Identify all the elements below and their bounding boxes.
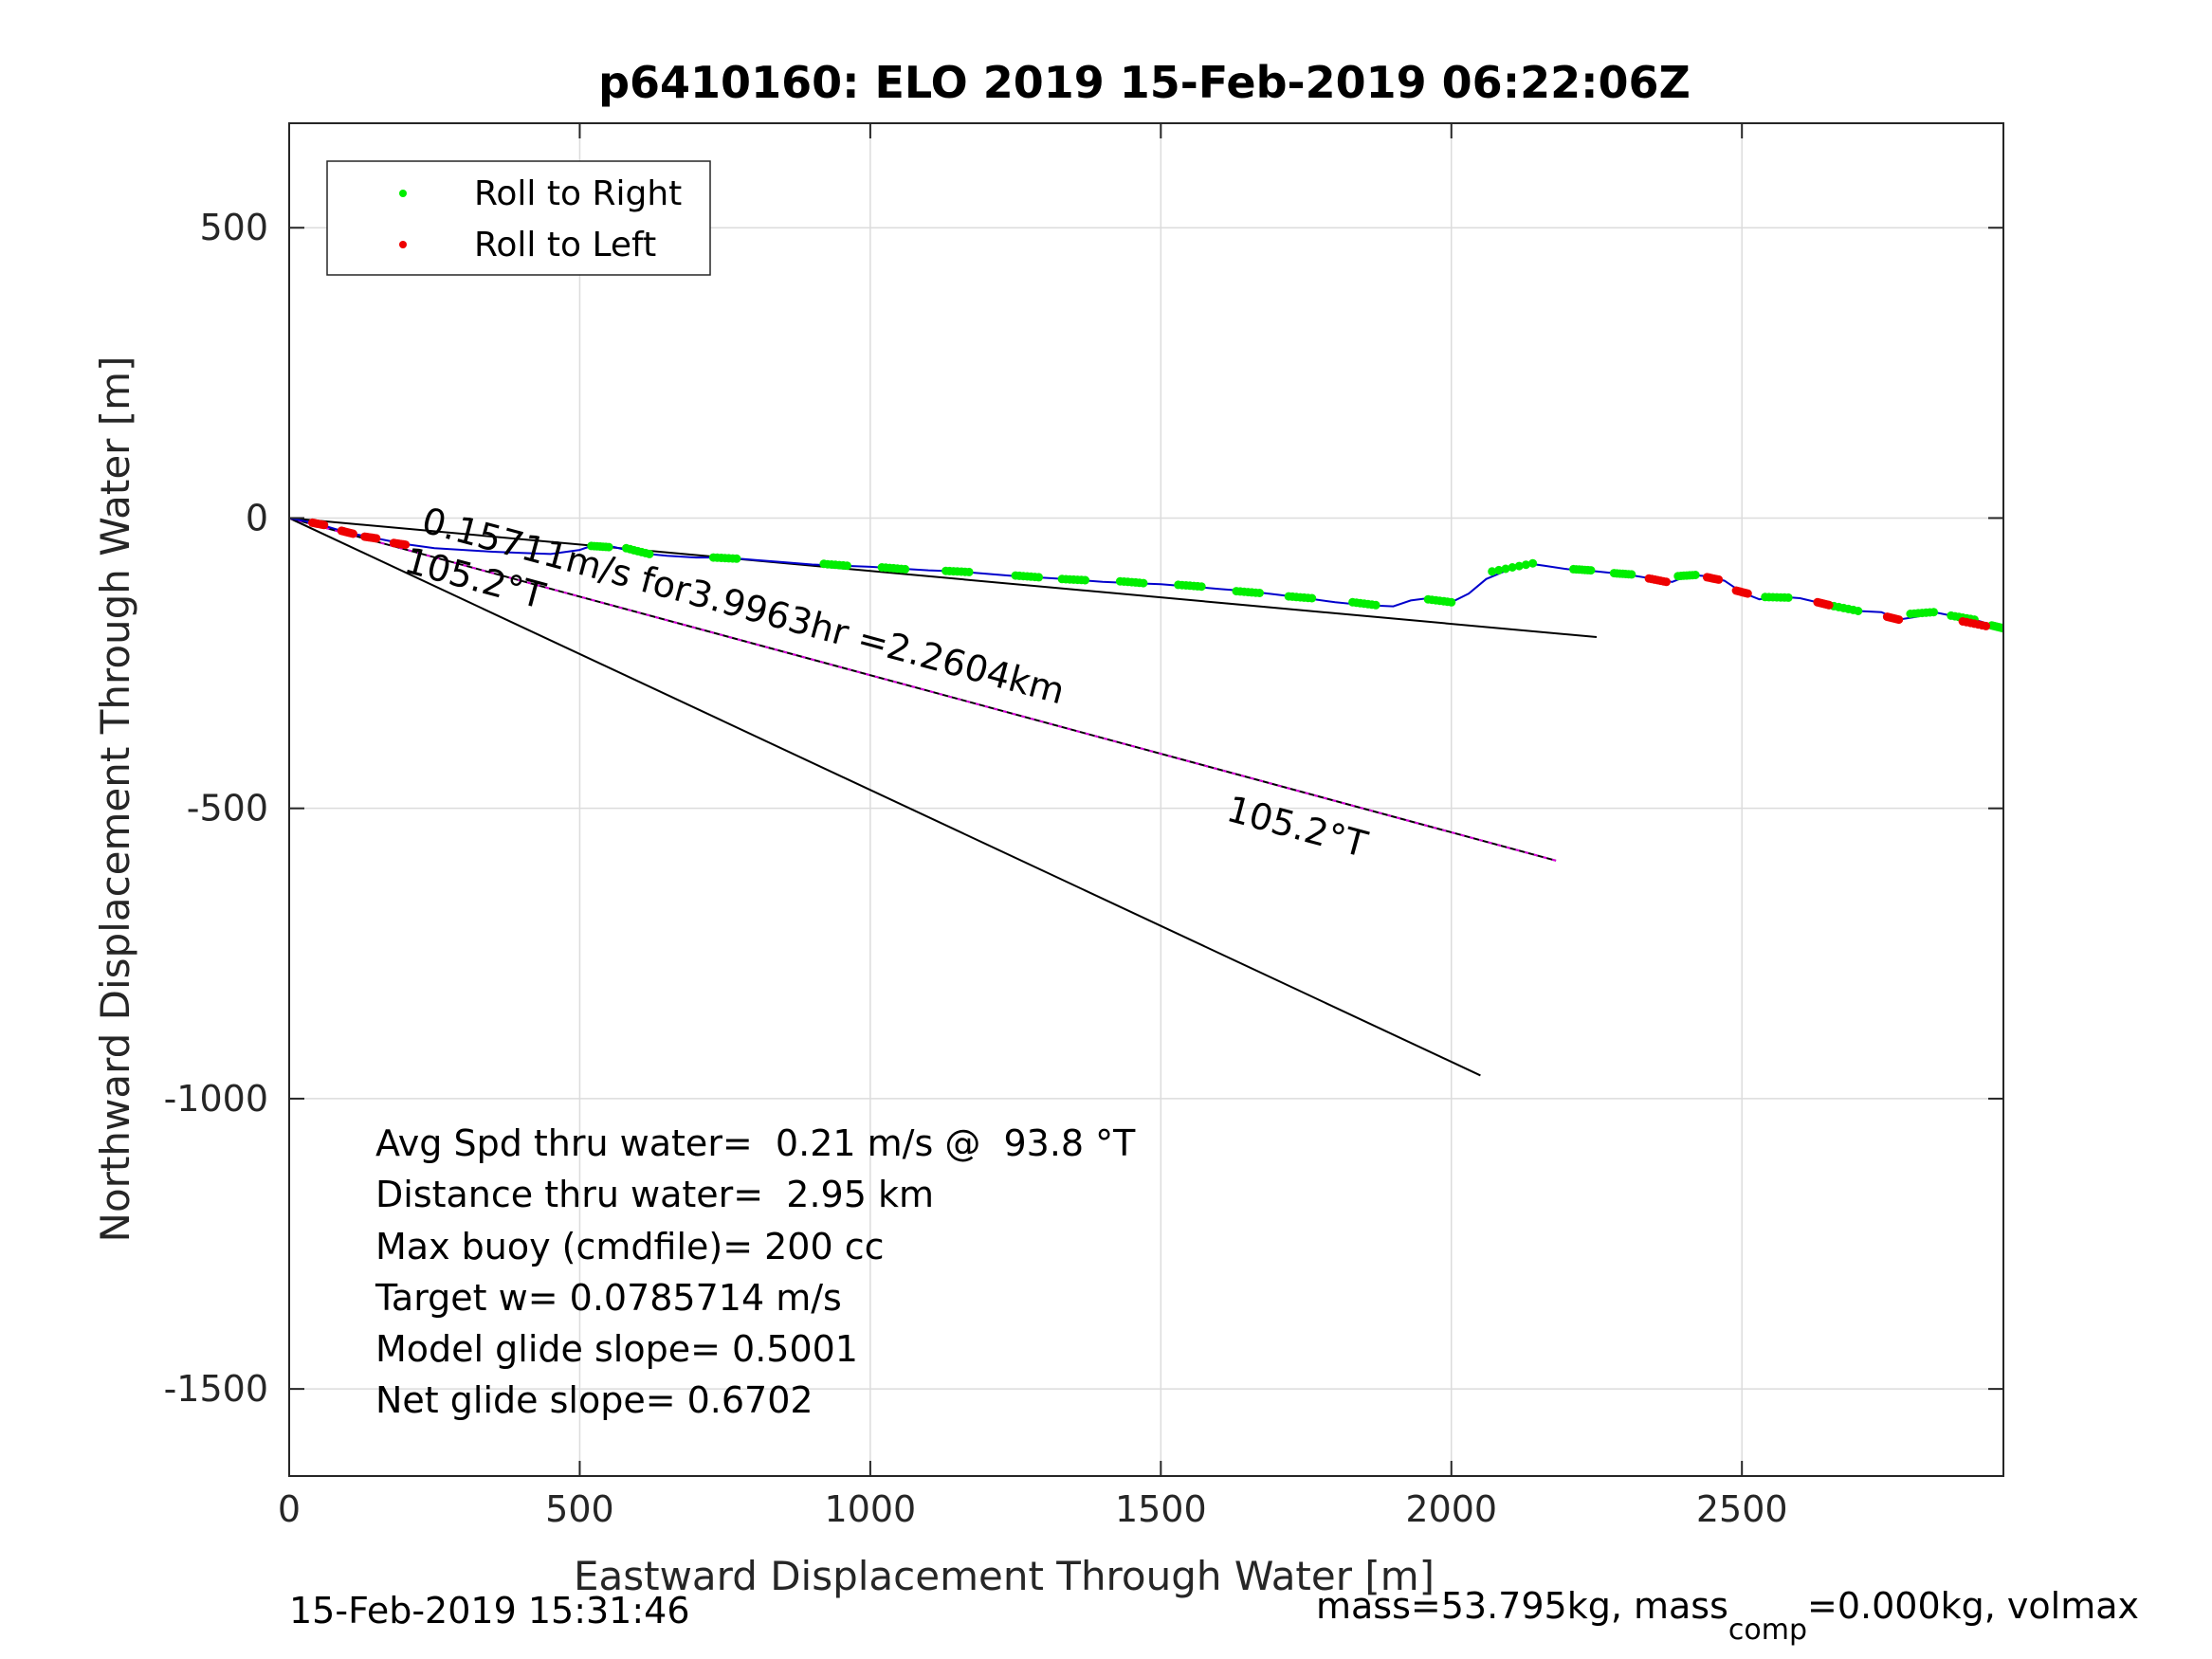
roll-right-point [1854,607,1863,615]
roll-left-point [348,529,357,538]
roll-right-point [901,564,910,574]
roll-right-point [1488,567,1497,576]
roll-right-point [1627,570,1636,579]
x-tick-label: 0 [278,1488,301,1530]
legend-box [326,160,711,276]
stat-distance: Distance thru water= 2.95 km [375,1174,934,1215]
roll-right-point [1514,561,1524,571]
footer-mass-subscript: comp [1728,1613,1807,1647]
legend-marker-roll-right [399,190,407,197]
y-axis-label: Northward Displacement Through Water [m] [92,356,138,1243]
roll-left-point [1714,574,1724,584]
x-tick-label: 2000 [1405,1488,1497,1530]
x-tick-label: 2500 [1696,1488,1788,1530]
roll-right-point [842,561,851,571]
roll-left-point [372,534,381,543]
roll-right-point [1307,593,1317,603]
footer-timestamp: 15-Feb-2019 15:31:46 [289,1590,690,1632]
chart-title: p6410160: ELO 2019 15-Feb-2019 06:22:06Z [598,57,1691,108]
roll-right-point [732,554,741,563]
roll-right-point [1197,582,1206,592]
y-tick-label: 0 [246,497,268,538]
roll-right-point [1999,624,2003,633]
roll-right-point [1081,575,1090,585]
roll-right-point [1508,563,1517,572]
roll-right-point [1501,564,1510,574]
roll-left-point [1743,589,1752,598]
stat-avg-speed: Avg Spd thru water= 0.21 m/s @ 93.8 °T [375,1122,1136,1164]
roll-left-point [1824,600,1834,610]
reference-line [289,517,1481,1077]
y-tick-label: -1500 [164,1368,268,1410]
current-vector-line [289,517,1557,862]
roll-right-point [1586,566,1596,575]
roll-right-point [1929,608,1938,617]
stat-net-glide-slope: Net glide slope= 0.6702 [375,1379,814,1421]
legend-label-roll-right: Roll to Right [474,174,682,213]
x-tick-label: 1500 [1115,1488,1207,1530]
roll-right-point [1783,592,1793,602]
x-tick-label: 500 [545,1488,614,1530]
stats-block: Avg Spd thru water= 0.21 m/s @ 93.8 °T D… [375,1122,1136,1421]
roll-right-point [1034,573,1044,582]
footer-mass-info: mass=53.795kg, masscomp=0.000kg, volmax [1316,1585,2139,1647]
roll-right-point [604,542,613,552]
legend-label-roll-left: Roll to Left [474,226,656,264]
roll-right-point [1528,558,1538,568]
plot-area [289,123,2003,1476]
roll-left-point [401,540,411,550]
roll-right-point [964,567,974,576]
x-tick-label: 1000 [825,1488,917,1530]
roll-left-point [1982,621,1991,630]
roll-right-point [645,549,654,558]
axes-box [288,122,2004,1477]
stat-model-glide-slope: Model glide slope= 0.5001 [375,1328,858,1370]
roll-right-point [1139,578,1148,588]
stat-target-w: Target w= 0.0785714 m/s [375,1277,842,1319]
roll-right-point [1371,600,1380,610]
roll-left-point [1662,577,1671,587]
x-axis-label: Eastward Displacement Through Water [m] [574,1553,1435,1599]
reference-line [289,517,1598,639]
y-tick-label: 500 [199,207,268,248]
y-tick-label: -1000 [164,1078,268,1120]
roll-right-point [1691,571,1700,579]
roll-left-point [320,520,329,530]
stat-max-buoy: Max buoy (cmdfile)= 200 cc [375,1226,885,1267]
footer-mass-rest: =0.000kg, volmax [1807,1585,2139,1627]
roll-right-point [1447,597,1456,607]
y-tick-label: -500 [187,788,268,830]
roll-right-point [1494,565,1504,574]
roll-right-point [1521,560,1530,570]
legend: Roll to Right Roll to Left [326,160,711,276]
footer-mass-text: mass=53.795kg, mass [1316,1585,1728,1627]
roll-left-point [1894,615,1904,625]
roll-right-point [1255,589,1264,597]
axis-ticks: 0 500 1000 1500 2000 2500 500 0 -500 -1000 -1500 [164,123,2003,1530]
legend-marker-roll-left [399,241,407,248]
series-layer [289,517,2003,1077]
